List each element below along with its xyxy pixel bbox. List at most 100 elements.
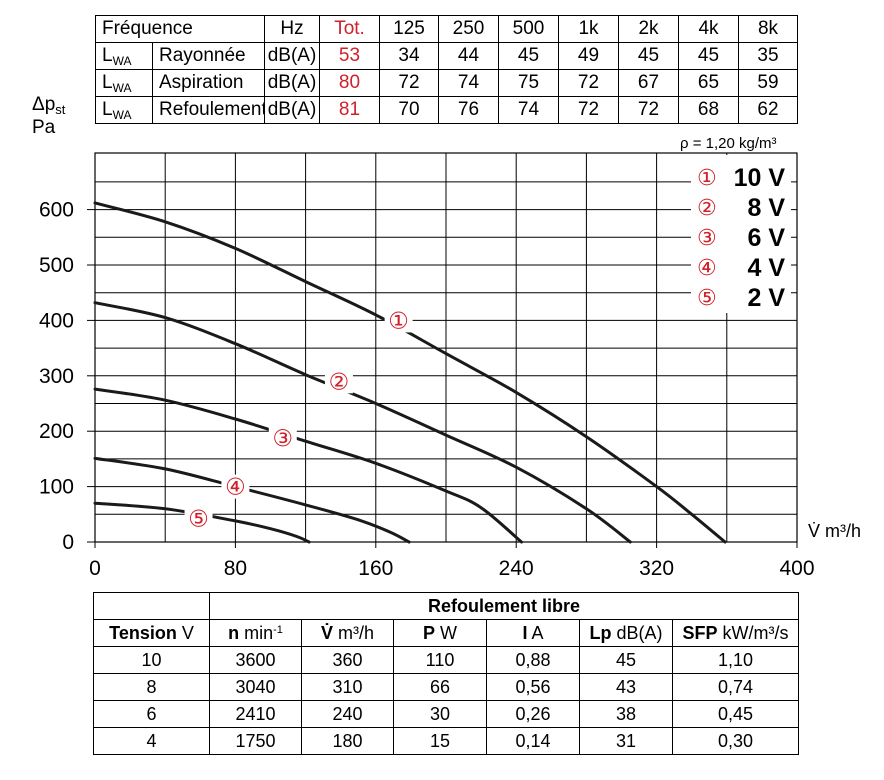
curve-marker-bg — [384, 308, 413, 333]
legend-label: 6 V — [747, 224, 785, 252]
value-cell: 74 — [498, 96, 559, 124]
frequency-header: Fréquence — [95, 15, 265, 43]
legend-marker: ② — [697, 196, 717, 221]
perf-column-header: V̇ m³/h — [301, 619, 394, 647]
table-cell: 10 — [93, 646, 210, 674]
density-note: ρ = 1,20 kg/m³ — [680, 135, 777, 152]
band-header: 1k — [558, 15, 619, 43]
curve-marker-bg — [184, 506, 213, 531]
table-cell: 360 — [301, 646, 394, 674]
table-cell: 15 — [393, 727, 487, 755]
unit-cell: dB(A) — [264, 96, 320, 124]
series-line-3 — [93, 387, 523, 544]
row-label: Aspiration — [152, 69, 265, 97]
free-discharge-header: Refoulement libre — [208, 592, 800, 620]
curve-marker-bg — [221, 474, 250, 499]
table-cell: 31 — [579, 727, 673, 755]
series-line-2 — [93, 301, 632, 544]
perf-column-header: n min-1 — [209, 619, 302, 647]
curve-marker-bg — [324, 369, 353, 394]
value-cell: 44 — [438, 42, 499, 70]
y-tick-label: 200 — [39, 420, 74, 443]
total-cell: 80 — [319, 69, 380, 97]
curve-marker-1: ① — [388, 308, 409, 334]
x-tick-label: 320 — [639, 557, 674, 580]
table-cell: 38 — [579, 700, 673, 728]
y-tick-label: 100 — [39, 476, 74, 499]
table-cell: 0,45 — [671, 700, 800, 728]
table-cell: 180 — [301, 727, 394, 755]
perf-column-header: SFP kW/m³/s — [671, 619, 800, 647]
legend-box — [691, 155, 791, 313]
table-cell: 1,10 — [671, 646, 800, 674]
band-header: 4k — [678, 15, 739, 43]
series-line-4 — [93, 456, 411, 544]
curve-marker-2: ② — [329, 369, 350, 395]
total-cell: 81 — [319, 96, 380, 124]
table-cell: 30 — [393, 700, 487, 728]
perf-column-header: Tension V — [93, 619, 210, 647]
table-cell: 1750 — [209, 727, 302, 755]
table-cell: 0,88 — [486, 646, 580, 674]
hz-header: Hz — [264, 15, 320, 43]
table-row: 4 1750 180 15 0,14 31 0,30 — [93, 727, 800, 755]
value-cell: 70 — [379, 96, 439, 124]
legend-label: 10 V — [734, 164, 786, 192]
unit-cell: dB(A) — [264, 69, 320, 97]
value-cell: 45 — [498, 42, 559, 70]
value-cell: 65 — [678, 69, 739, 97]
table-cell: 3040 — [209, 673, 302, 701]
band-header: 125 — [379, 15, 439, 43]
value-cell: 72 — [558, 96, 619, 124]
table-cell: 8 — [93, 673, 210, 701]
table-cell: 2410 — [209, 700, 302, 728]
curve-marker-5: ⑤ — [188, 507, 209, 533]
row-label: Refoulement — [152, 96, 265, 124]
legend-label: 4 V — [747, 254, 785, 282]
sound-row-aspiration: LWA Aspiration dB(A) 80 72 74 75 72 67 6… — [95, 69, 798, 97]
perf-column-header: I A — [486, 619, 580, 647]
y-tick-label: 400 — [39, 309, 74, 332]
x-tick-label: 0 — [89, 557, 101, 580]
value-cell: 74 — [438, 69, 499, 97]
legend-label: 8 V — [747, 194, 785, 222]
value-cell: 76 — [438, 96, 499, 124]
series-line-1 — [93, 201, 727, 544]
legend-marker: ③ — [697, 226, 717, 251]
value-cell: 34 — [379, 42, 439, 70]
y-tick-label: 300 — [39, 365, 74, 388]
table-cell: 110 — [393, 646, 487, 674]
legend-marker: ① — [697, 166, 717, 191]
y-tick-label: 500 — [39, 254, 74, 277]
sound-table-header: Fréquence Hz Tot. 125 250 500 1k 2k 4k 8… — [95, 15, 798, 43]
table-cell: 310 — [301, 673, 394, 701]
table-cell: 0,56 — [486, 673, 580, 701]
y-tick-label: 0 — [62, 531, 74, 554]
band-header: 8k — [738, 15, 798, 43]
band-header: 2k — [618, 15, 679, 43]
lwa-symbol: LWA — [95, 96, 153, 124]
table-row: 6 2410 240 30 0,26 38 0,45 — [93, 700, 800, 728]
perf-body: 10 3600 360 110 0,88 45 1,10 8 3040 310 66 0,56 43 0,… — [93, 646, 800, 755]
table-cell: 0,30 — [671, 727, 800, 755]
table-cell: 0,74 — [671, 673, 800, 701]
x-tick-label: 160 — [358, 557, 393, 580]
value-cell: 68 — [678, 96, 739, 124]
lwa-symbol: LWA — [95, 42, 153, 70]
value-cell: 72 — [618, 96, 679, 124]
y-axis-title: Δpst Pa — [32, 94, 66, 138]
unit-cell: dB(A) — [264, 42, 320, 70]
row-label: Rayonnée — [152, 42, 265, 70]
sound-power-table: Fréquence Hz Tot. 125 250 500 1k 2k 4k 8… — [95, 15, 798, 124]
empty-cell — [93, 592, 210, 620]
sound-row-refoulement: LWA Refoulement dB(A) 81 70 76 74 72 72 … — [95, 96, 798, 124]
curve-marker-4: ④ — [225, 475, 246, 501]
perf-group-row: Refoulement libre — [93, 592, 800, 620]
perf-column-header: P W — [393, 619, 487, 647]
table-cell: 6 — [93, 700, 210, 728]
table-cell: 66 — [393, 673, 487, 701]
table-row: 10 3600 360 110 0,88 45 1,10 — [93, 646, 800, 674]
